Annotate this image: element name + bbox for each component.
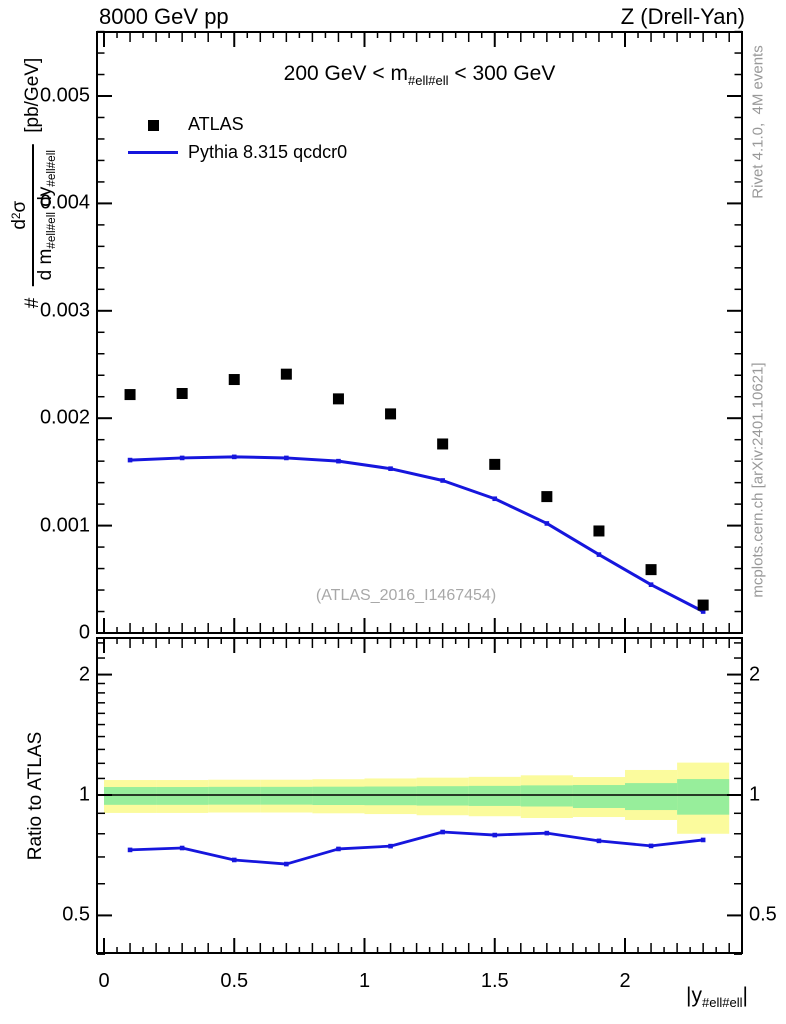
legend-label-pythia: Pythia 8.315 qcdcr0 [188, 142, 348, 162]
x-axis-title-sub: #ell#ell [702, 994, 743, 1010]
x-axis-title-post: | [742, 984, 748, 1007]
legend-label-atlas: ATLAS [188, 114, 244, 134]
x-tick-label: 0.5 [220, 970, 249, 992]
ratio-y-tick-label-left: 0.5 [62, 903, 90, 926]
x-axis-title: |y#ell#ell| [686, 984, 748, 1010]
plot-title: 200 GeV < m#ell#ell < 300 GeV [97, 62, 742, 88]
main-y-tick-label: 0.003 [39, 299, 90, 322]
main-y-tick-label: 0 [78, 621, 90, 644]
main-y-tick-label: 0.004 [39, 191, 90, 214]
main-y-tick-label: 0.001 [39, 514, 90, 537]
legend-line-pythia [128, 151, 178, 154]
y-axis-title-denominator: d m#ell#ell dy#ell#ell [32, 144, 58, 287]
x-axis-title-pre: |y [686, 984, 702, 1007]
x-tick-label: 2 [619, 970, 631, 992]
beam-label: 8000 GeV pp [99, 4, 229, 29]
watermark: (ATLAS_2016_I1467454) [315, 587, 497, 604]
ratio-y-tick-label-right: 0.5 [749, 903, 777, 926]
y-axis-title-fraction: d2σ d m#ell#ell dy#ell#ell [9, 144, 58, 287]
plot-title-sub: #ell#ell [407, 72, 449, 88]
ratio-y-tick-label-left: 1 [78, 783, 90, 806]
ratio-y-tick-label-left: 2 [78, 663, 90, 686]
legend-marker-atlas [148, 120, 159, 131]
ratio-y-tick-label-right: 2 [749, 663, 761, 686]
main-y-tick-label: 0.002 [39, 406, 90, 429]
process-label: Z (Drell-Yan) [620, 4, 745, 29]
plot-title-post: < 300 GeV [448, 62, 556, 85]
x-tick-label: 1 [358, 970, 371, 992]
rivet-version-note: Rivet 4.1.0, 4M events [749, 45, 767, 199]
mcplots-arxiv-note: mcplots.cern.ch [arXiv:2401.10621] [749, 362, 767, 598]
plot-title-pre: 200 GeV < m [283, 62, 408, 85]
ratio-y-tick-label-right: 1 [749, 783, 761, 806]
x-tick-label: 0 [98, 970, 110, 992]
x-tick-label: 1.5 [480, 970, 509, 992]
main-y-tick-label: 0.005 [39, 84, 90, 107]
